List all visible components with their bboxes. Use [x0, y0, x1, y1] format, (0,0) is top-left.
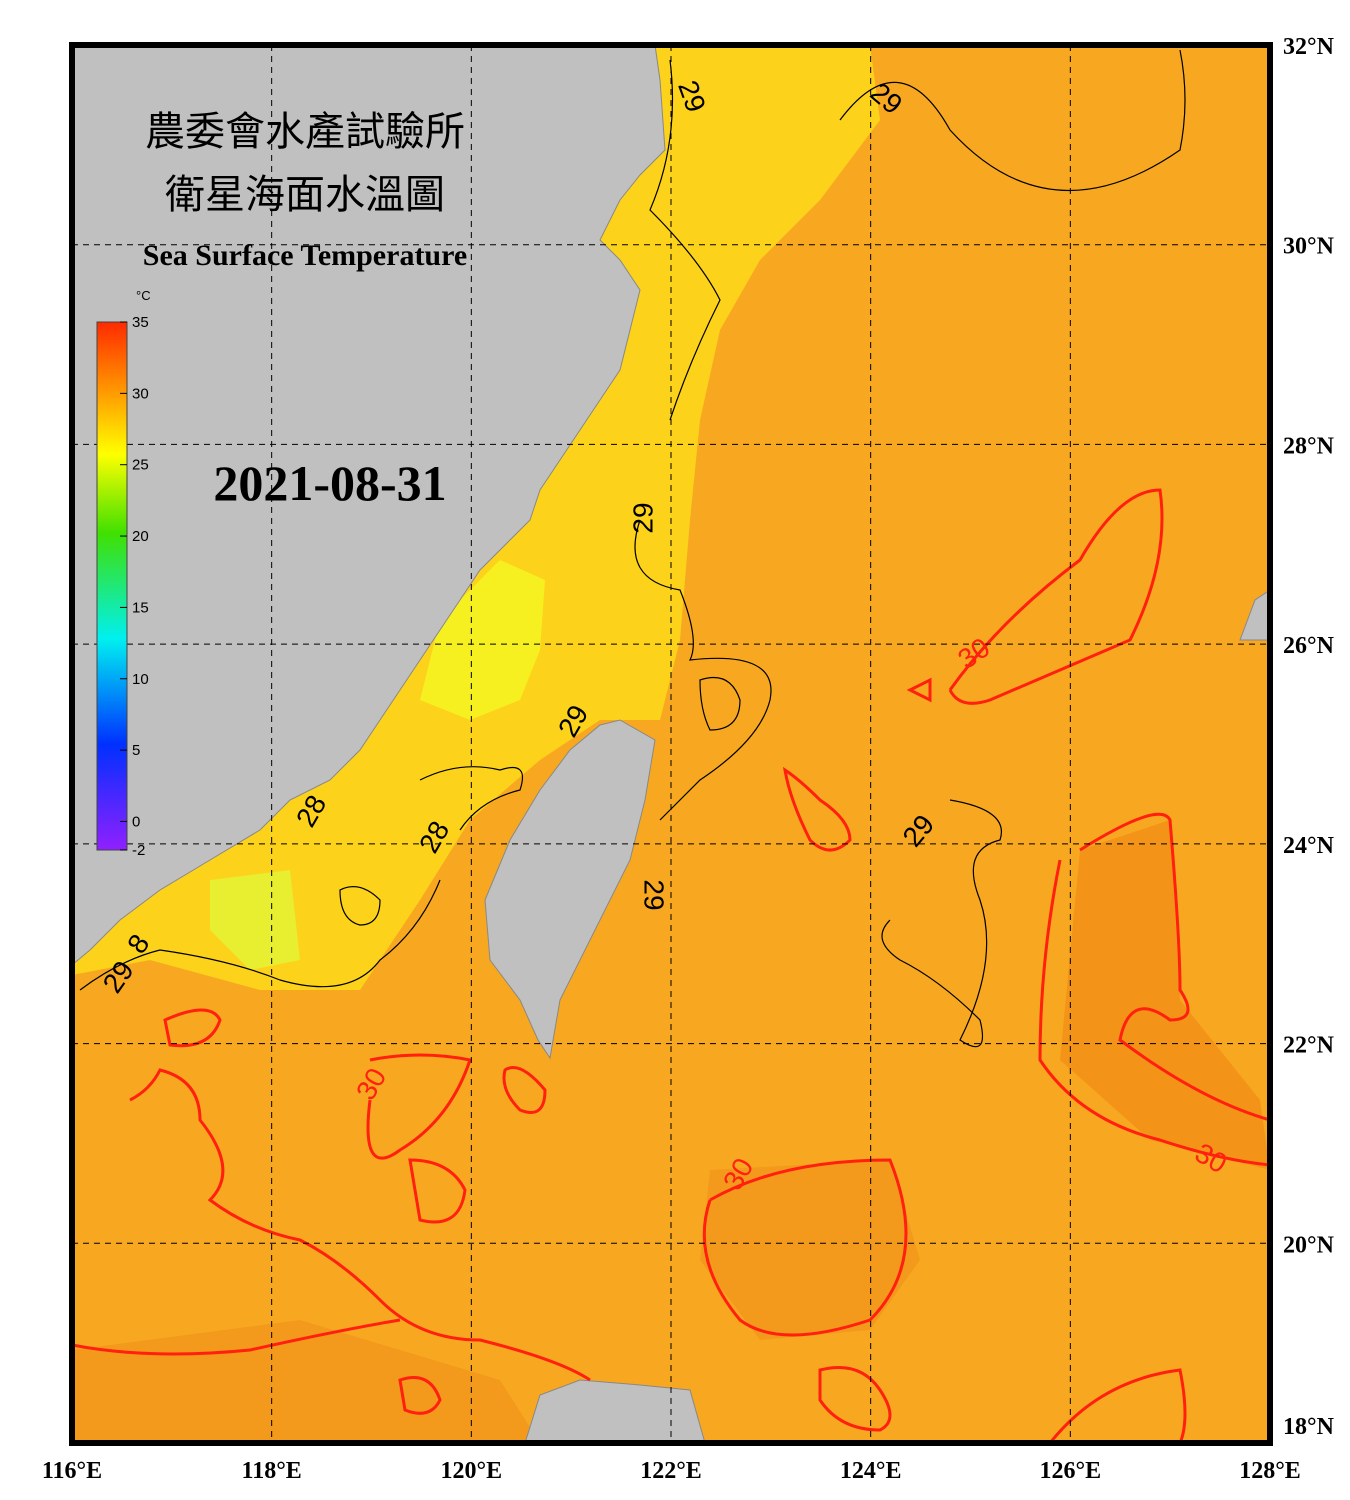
colorbar-tick-label: 35 — [132, 314, 149, 331]
lat-label: 24°N — [1283, 833, 1335, 859]
lon-label: 116°E — [42, 1458, 102, 1484]
title-zh: 農委會水產試驗所 — [145, 109, 465, 154]
colorbar-tick-label: 30 — [132, 385, 149, 402]
date: 2021-08-31 — [213, 455, 446, 511]
colorbar-unit: °C — [136, 288, 151, 303]
lon-label: 128°E — [1239, 1458, 1301, 1484]
colorbar-tick-label: -2 — [132, 842, 145, 859]
lon-label: 118°E — [242, 1458, 302, 1484]
lat-label: 32°N — [1283, 34, 1335, 60]
lat-label: 30°N — [1283, 234, 1335, 260]
lat-label: 18°N — [1283, 1414, 1335, 1440]
lat-label: 22°N — [1283, 1033, 1335, 1059]
lat-label: 20°N — [1283, 1232, 1335, 1258]
colorbar-tick-label: 5 — [132, 742, 140, 759]
lat-label: 26°N — [1283, 633, 1335, 659]
colorbar-tick-label: 25 — [132, 457, 149, 474]
lon-label: 126°E — [1040, 1458, 1102, 1484]
lon-label: 120°E — [441, 1458, 503, 1484]
contour-label: 29 — [627, 502, 658, 533]
lon-label: 124°E — [840, 1458, 902, 1484]
title-en: Sea Surface Temperature — [143, 239, 467, 272]
colorbar-tick-label: 20 — [132, 528, 149, 545]
colorbar — [96, 321, 128, 851]
colorbar-tick-label: 0 — [132, 813, 140, 830]
lat-label: 28°N — [1283, 433, 1335, 459]
contour-label: 29 — [639, 879, 670, 910]
title-zh: 衛星海面水溫圖 — [165, 172, 445, 217]
colorbar-tick-label: 10 — [132, 671, 149, 688]
colorbar-tick-label: 15 — [132, 599, 149, 616]
lon-label: 122°E — [640, 1458, 702, 1484]
map-frame — [69, 42, 1273, 1446]
